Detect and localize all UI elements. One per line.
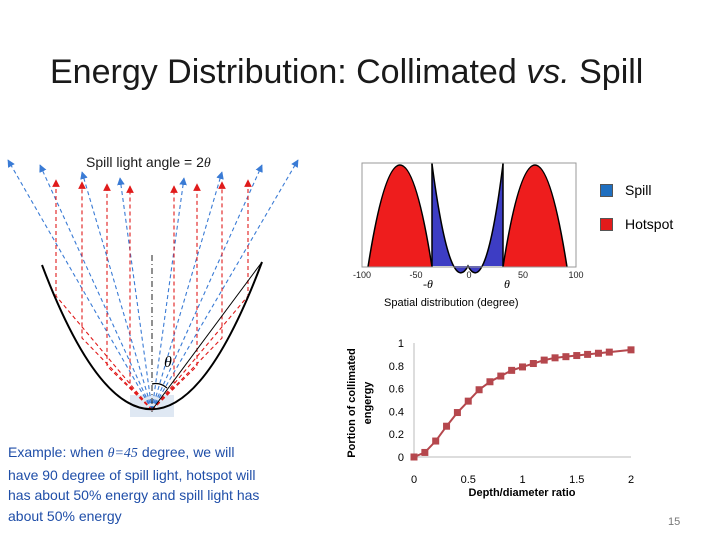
chart-y-label-line2: engergy [362,381,374,425]
hotspot-ray [151,183,201,411]
series-points [410,346,635,461]
x-tick-label: 2 [628,474,634,486]
data-point [573,352,581,360]
spatial-distribution-plot: -100 -50 0 50 100 -θ θ [353,162,584,291]
data-point [453,409,461,417]
chart-y-label-line1: Portion of collimated [346,348,358,457]
spatial-tick: -100 [353,270,371,280]
y-tick-label: 0.4 [389,406,404,418]
spill-ray [151,164,263,411]
spill-ray [151,159,299,411]
data-point [627,346,635,354]
legend-label-spill: Spill [625,182,652,198]
pos-theta-label: θ [504,277,510,291]
data-point [562,353,570,361]
spill-angle-label: Spill light angle = 2θ [86,154,211,172]
theta-label: θ [164,354,172,371]
spatial-tick: -50 [409,270,422,280]
legend-swatch-spill [600,183,613,197]
spatial-tick: 100 [568,270,583,280]
hotspot-ray [126,185,153,411]
data-point [508,366,516,374]
parabolic-reflector [41,261,263,411]
hotspot-ray [52,179,153,411]
legend-item-spill: Spill [600,182,651,198]
chart-x-label: Depth/diameter ratio [469,487,576,499]
data-point [443,422,451,430]
example-line-4: about 50% energy [8,507,122,524]
spatial-plot-frame [361,162,577,268]
x-tick-label: 0 [411,474,417,486]
line-chart: 0 0.5 1 1.5 2 0 0.2 0.4 0.6 0.8 1 Depth/diameter r… [346,338,635,499]
spatial-x-ticks: -100 -50 0 50 100 [353,270,584,280]
spill-region-left [432,164,468,273]
hotspot-ray [151,181,226,411]
legend-label-hotspot: Hotspot [625,216,674,232]
data-point [605,348,613,356]
legend-item-hotspot: Hotspot [600,216,673,232]
data-point [529,360,537,368]
data-point [584,350,592,358]
data-point [540,356,548,364]
title-vs: vs. [526,53,570,91]
y-tick-label: 0.8 [389,361,404,373]
data-point [475,386,483,394]
spill-ray [80,171,153,411]
spill-ray [151,171,224,411]
hotspot-ray [78,181,153,411]
title-main: Energy Distribution: Collimated [50,53,527,91]
spatial-caption: Spatial distribution (degree) [384,297,519,309]
neg-theta-label: -θ [423,277,433,291]
hotspot-rays [52,179,252,411]
hotspot-ray [103,183,153,411]
spatial-tick: 0 [466,270,471,280]
hotspot-curve-right [502,164,568,268]
spill-rays [7,159,299,411]
data-point [421,448,429,456]
slide-title: Energy Distribution: Collimated vs. Spil… [50,50,710,94]
example-text: Example: when θ=45 degree, we will have … [8,442,338,526]
y-tick-label: 0.6 [389,384,404,396]
data-point [464,397,472,405]
example-line-2: have 90 degree of spill light, hotspot w… [8,466,256,483]
reflector-diagram: θ [7,159,299,417]
hotspot-ray [151,185,178,411]
data-point [519,363,526,371]
y-tick-label: 0 [398,452,404,464]
data-point [410,453,418,461]
spill-curve [431,163,504,274]
data-point [486,378,494,386]
legend-swatch-hotspot [600,217,613,231]
title-tail: Spill [569,53,644,91]
spill-ray [39,164,153,411]
page-number: 15 [668,516,681,528]
example-line-1: Example: when θ=45 degree, we will [8,444,235,461]
spill-angle-text: Spill light angle = 2 [86,154,204,170]
x-tick-label: 1 [519,474,525,486]
example-equation: θ=45 [107,446,138,461]
spill-region-right [468,164,503,273]
angle-line [151,261,263,411]
example-line-3: has about 50% energy and spill light has [8,487,260,503]
y-tick-label: 0.2 [389,429,404,441]
data-point [497,372,505,380]
hotspot-ray [151,179,252,411]
x-tick-label: 0.5 [461,474,476,486]
spatial-tick: 50 [518,270,528,280]
data-point [432,437,440,445]
chart-ticks: 0 0.5 1 1.5 2 0 0.2 0.4 0.6 0.8 1 [389,338,634,486]
spill-ray [7,159,153,411]
angle-arc [151,382,168,389]
x-tick-label: 1.5 [569,474,584,486]
spill-angle-theta: θ [203,156,211,171]
hotspot-curve-left [367,164,433,268]
data-point [594,349,602,357]
y-tick-label: 1 [398,338,404,350]
data-point [551,354,559,362]
